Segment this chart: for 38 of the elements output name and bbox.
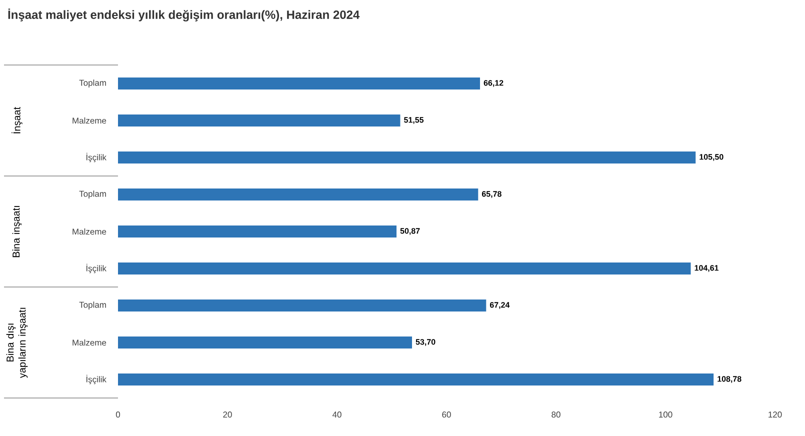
y-tick-label: İşçilik xyxy=(86,374,106,384)
y-tick-label: İşçilik xyxy=(86,152,106,162)
data-label: 104,61 xyxy=(694,265,719,272)
text: İnşaat xyxy=(12,106,22,134)
x-tick-label: 0 xyxy=(116,412,120,418)
data-label: 65,78 xyxy=(482,191,502,198)
data-label: 66,12 xyxy=(484,80,504,87)
bar xyxy=(118,374,714,386)
chart-title: İnşaat maliyet endeksi yıllık değişim oranları(%), Haziran 2024 xyxy=(8,8,360,22)
data-label: 108,78 xyxy=(718,376,742,383)
text: Bina inşaatı xyxy=(12,206,22,258)
bar xyxy=(118,226,397,238)
data-label: 51,55 xyxy=(404,117,424,124)
data-label: 67,24 xyxy=(490,302,510,309)
x-tick-label: 80 xyxy=(552,412,560,418)
x-tick-label: 100 xyxy=(659,412,672,418)
bar xyxy=(118,336,412,349)
bar xyxy=(118,152,696,164)
data-label: 105,50 xyxy=(700,154,724,161)
bar xyxy=(118,262,691,275)
y-tick-label: Toplam xyxy=(79,302,106,310)
x-tick-label: 120 xyxy=(768,412,782,418)
y-tick-label: Toplam xyxy=(79,190,106,198)
y-tick-label: Malzeme xyxy=(72,339,106,346)
x-tick-label: 40 xyxy=(332,412,342,418)
y-tick-label: Malzeme xyxy=(72,117,106,124)
x-tick-label: 60 xyxy=(442,412,451,418)
bar xyxy=(118,114,400,127)
bar xyxy=(118,300,486,312)
bar xyxy=(118,188,478,201)
data-label: 53,70 xyxy=(416,339,436,346)
y-tick-label: Malzeme xyxy=(72,228,106,235)
data-label: 50,87 xyxy=(400,228,420,235)
x-tick-label: 20 xyxy=(223,412,232,418)
y-tick-label: Toplam xyxy=(79,80,106,88)
text: Bina dışı yapıların inşaatı xyxy=(6,308,28,378)
y-tick-label: İşçilik xyxy=(86,264,106,274)
bar xyxy=(118,78,480,90)
